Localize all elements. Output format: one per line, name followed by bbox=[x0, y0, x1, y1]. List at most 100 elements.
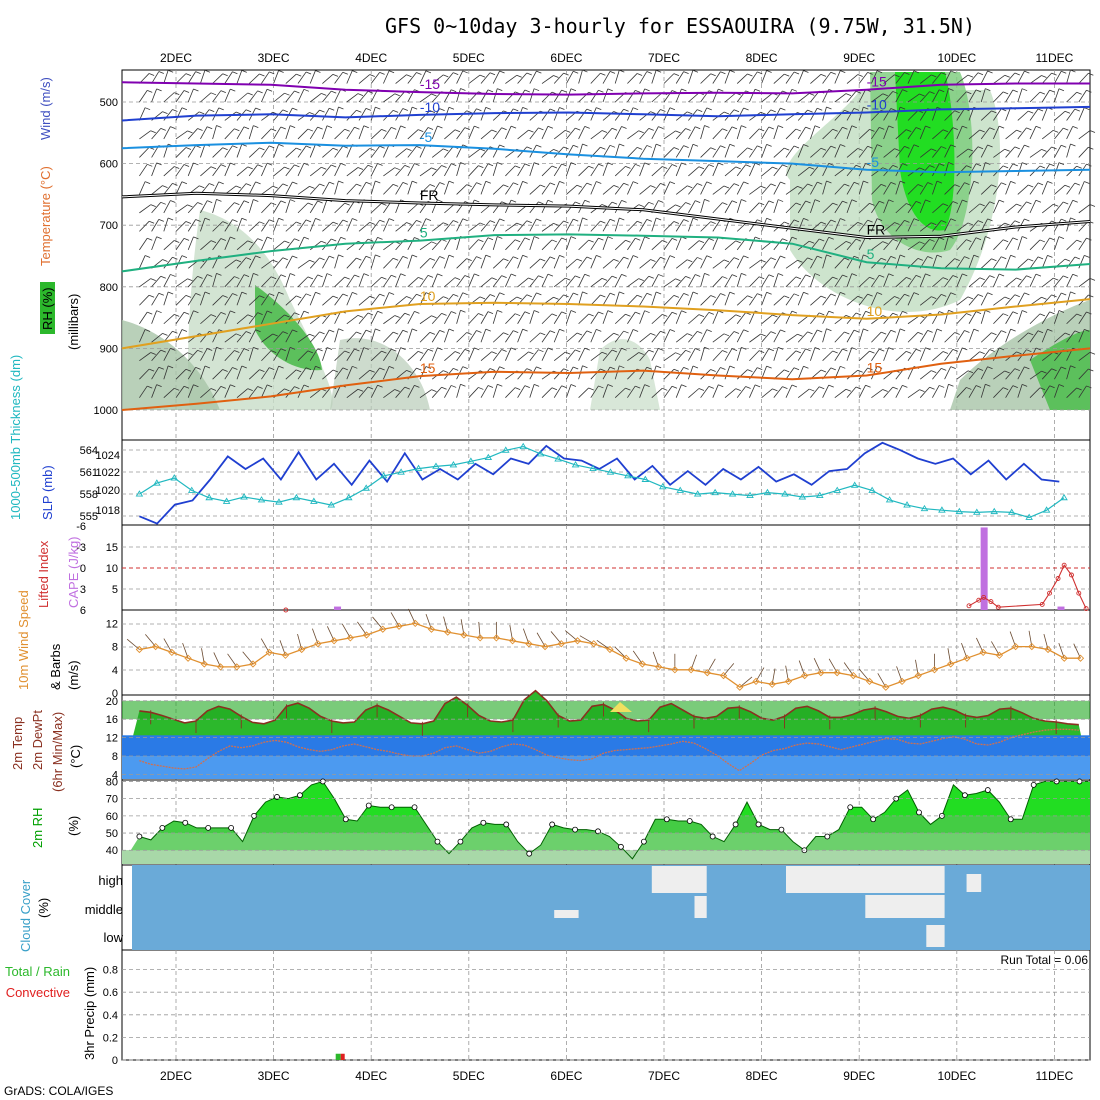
upper-wind-barb bbox=[297, 128, 309, 140]
upper-wind-barb bbox=[139, 294, 150, 306]
upper-wind-barb-flag bbox=[565, 277, 571, 281]
upper-wind-barb bbox=[749, 162, 756, 177]
upper-wind-barb-flag bbox=[936, 328, 943, 332]
upper-wind-barb bbox=[993, 239, 1004, 251]
upper-wind-barb-flag bbox=[235, 259, 242, 263]
upper-wind-barb-flag bbox=[710, 295, 716, 298]
upper-wind-barb-flag bbox=[855, 90, 862, 94]
rh-point bbox=[136, 833, 143, 840]
upper-wind-barb bbox=[248, 295, 260, 306]
upper-wind-barb-flag bbox=[573, 292, 579, 296]
upper-wind-barb-flag bbox=[282, 331, 288, 335]
upper-wind-barb-flag bbox=[1074, 182, 1080, 186]
upper-wind-barb-flag bbox=[207, 200, 213, 204]
upper-wind-barb-flag bbox=[1072, 126, 1078, 129]
upper-wind-barb-flag bbox=[673, 221, 680, 224]
upper-wind-barb bbox=[578, 126, 586, 140]
upper-wind-barb bbox=[944, 162, 949, 177]
upper-wind-barb-flag bbox=[354, 348, 360, 352]
upper-wind-barb-flag bbox=[662, 387, 668, 391]
upper-wind-barb-flag bbox=[514, 387, 521, 390]
upper-wind-barb bbox=[883, 182, 892, 195]
cloud-level-high: high bbox=[98, 873, 123, 888]
upper-wind-barb bbox=[761, 144, 767, 158]
upper-wind-barb bbox=[590, 329, 597, 343]
upper-wind-barb bbox=[468, 256, 477, 269]
upper-wind-barb-flag bbox=[623, 256, 629, 260]
upper-wind-barb-flag bbox=[329, 107, 335, 111]
upper-wind-barb-flag bbox=[1021, 383, 1028, 387]
wind-speed-point bbox=[963, 654, 971, 662]
upper-wind-barb-flag bbox=[977, 294, 984, 297]
upper-wind-barb-flag bbox=[193, 162, 199, 166]
upper-wind-barb-flag bbox=[722, 202, 728, 206]
upper-wind-barb bbox=[456, 127, 466, 140]
upper-wind-barb-flag bbox=[491, 277, 497, 281]
upper-wind-barb-flag bbox=[294, 238, 300, 242]
upper-wind-barb bbox=[334, 350, 345, 362]
upper-wind-barb bbox=[968, 237, 977, 251]
upper-wind-barb bbox=[651, 348, 659, 361]
upper-wind-barb-flag bbox=[855, 238, 862, 242]
upper-wind-barb-flag bbox=[331, 90, 337, 94]
upper-wind-barb-flag bbox=[819, 312, 825, 316]
upper-wind-barb bbox=[639, 162, 645, 177]
upper-wind-barb bbox=[139, 278, 151, 288]
upper-wind-barb-flag bbox=[706, 255, 712, 259]
upper-wind-barb bbox=[395, 296, 407, 306]
upper-wind-barb-flag bbox=[259, 295, 265, 299]
upper-wind-barb bbox=[724, 166, 736, 177]
upper-wind-barb bbox=[871, 218, 878, 232]
upper-wind-barb bbox=[187, 202, 198, 214]
upper-wind-barb bbox=[1017, 110, 1029, 121]
upper-wind-barb-flag bbox=[931, 370, 937, 373]
upper-wind-barb-flag bbox=[474, 347, 480, 351]
upper-wind-barb-flag bbox=[964, 330, 970, 333]
upper-wind-barb bbox=[492, 349, 502, 361]
upper-wind-barb-flag bbox=[692, 143, 699, 147]
upper-wind-barb-flag bbox=[723, 259, 730, 263]
upper-wind-barb-flag bbox=[183, 90, 190, 93]
upper-wind-barb-flag bbox=[797, 185, 803, 189]
upper-wind-barb-flag bbox=[706, 181, 712, 185]
upper-wind-barb-flag bbox=[950, 144, 956, 148]
upper-wind-barb bbox=[395, 108, 404, 121]
rh-point bbox=[526, 850, 533, 857]
upper-wind-barb-flag bbox=[941, 294, 947, 297]
upper-wind-barb bbox=[675, 71, 684, 84]
upper-wind-barb-flag bbox=[950, 292, 956, 296]
upper-wind-barb bbox=[517, 329, 523, 343]
upper-wind-barb bbox=[1054, 110, 1066, 121]
upper-wind-barb bbox=[297, 163, 305, 177]
upper-wind-barb-flag bbox=[441, 386, 447, 390]
upper-wind-barb bbox=[1005, 237, 1014, 251]
upper-wind-barb bbox=[309, 166, 322, 177]
upper-wind-barb bbox=[1066, 330, 1076, 343]
upper-wind-barb bbox=[834, 109, 845, 121]
day-label-top: 2DEC bbox=[160, 51, 192, 65]
upper-wind-barb-flag bbox=[381, 202, 387, 206]
upper-wind-barb bbox=[358, 238, 369, 251]
upper-wind-barb bbox=[395, 91, 406, 103]
upper-wind-barb-flag bbox=[681, 162, 687, 166]
upper-wind-barb-flag bbox=[766, 70, 772, 73]
upper-wind-barb-flag bbox=[623, 108, 629, 112]
upper-wind-barb-flag bbox=[826, 254, 832, 258]
upper-wind-barb bbox=[492, 201, 502, 214]
upper-wind-barb-flag bbox=[1086, 311, 1092, 315]
upper-wind-barb bbox=[919, 347, 926, 361]
upper-wind-barb bbox=[724, 240, 736, 251]
surface-wind-barb bbox=[242, 651, 254, 665]
upper-wind-barb bbox=[907, 332, 919, 343]
upper-wind-barb-flag bbox=[216, 346, 222, 350]
upper-wind-barb-flag bbox=[388, 218, 395, 221]
upper-wind-barb-flag bbox=[181, 107, 188, 111]
upper-wind-barb bbox=[444, 72, 454, 84]
upper-wind-barb-flag bbox=[150, 352, 156, 355]
rh-point bbox=[663, 816, 670, 823]
cloud-cover-label: Cloud Cover bbox=[18, 879, 33, 952]
upper-wind-barb bbox=[444, 181, 450, 195]
surface-wind-barb bbox=[991, 641, 1000, 656]
cloud-middle-block bbox=[554, 910, 579, 918]
upper-wind-barb-flag bbox=[454, 351, 461, 354]
